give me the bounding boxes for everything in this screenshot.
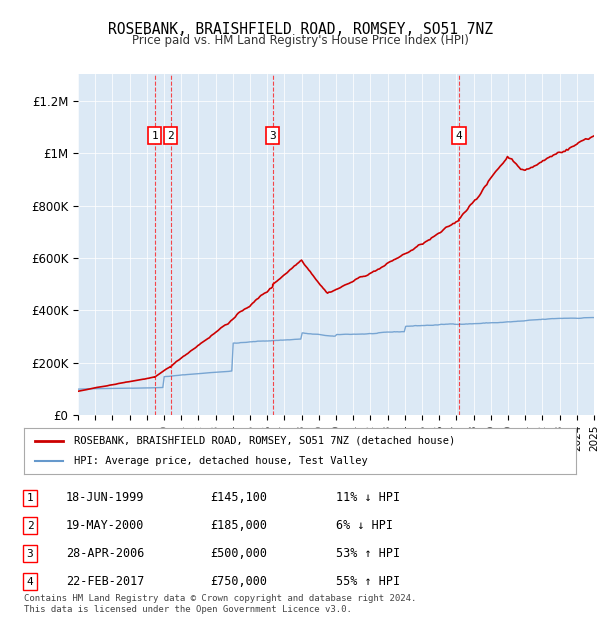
Text: 6% ↓ HPI: 6% ↓ HPI [336,520,393,532]
Text: 22-FEB-2017: 22-FEB-2017 [66,575,145,588]
Text: £145,100: £145,100 [210,492,267,504]
Text: 3: 3 [269,131,276,141]
Text: 28-APR-2006: 28-APR-2006 [66,547,145,560]
Text: 1: 1 [26,493,34,503]
Text: 4: 4 [26,577,34,587]
Text: £750,000: £750,000 [210,575,267,588]
Text: HPI: Average price, detached house, Test Valley: HPI: Average price, detached house, Test… [74,456,367,466]
Text: 2: 2 [26,521,34,531]
Text: £185,000: £185,000 [210,520,267,532]
Text: 53% ↑ HPI: 53% ↑ HPI [336,547,400,560]
Text: 18-JUN-1999: 18-JUN-1999 [66,492,145,504]
Text: ROSEBANK, BRAISHFIELD ROAD, ROMSEY, SO51 7NZ (detached house): ROSEBANK, BRAISHFIELD ROAD, ROMSEY, SO51… [74,436,455,446]
Text: Price paid vs. HM Land Registry's House Price Index (HPI): Price paid vs. HM Land Registry's House … [131,34,469,47]
Text: 11% ↓ HPI: 11% ↓ HPI [336,492,400,504]
Text: 4: 4 [455,131,462,141]
Text: 2: 2 [167,131,174,141]
Text: 1: 1 [151,131,158,141]
Text: £500,000: £500,000 [210,547,267,560]
Text: 55% ↑ HPI: 55% ↑ HPI [336,575,400,588]
Text: 3: 3 [26,549,34,559]
Text: Contains HM Land Registry data © Crown copyright and database right 2024.
This d: Contains HM Land Registry data © Crown c… [24,595,416,614]
Text: ROSEBANK, BRAISHFIELD ROAD, ROMSEY, SO51 7NZ: ROSEBANK, BRAISHFIELD ROAD, ROMSEY, SO51… [107,22,493,37]
Text: 19-MAY-2000: 19-MAY-2000 [66,520,145,532]
